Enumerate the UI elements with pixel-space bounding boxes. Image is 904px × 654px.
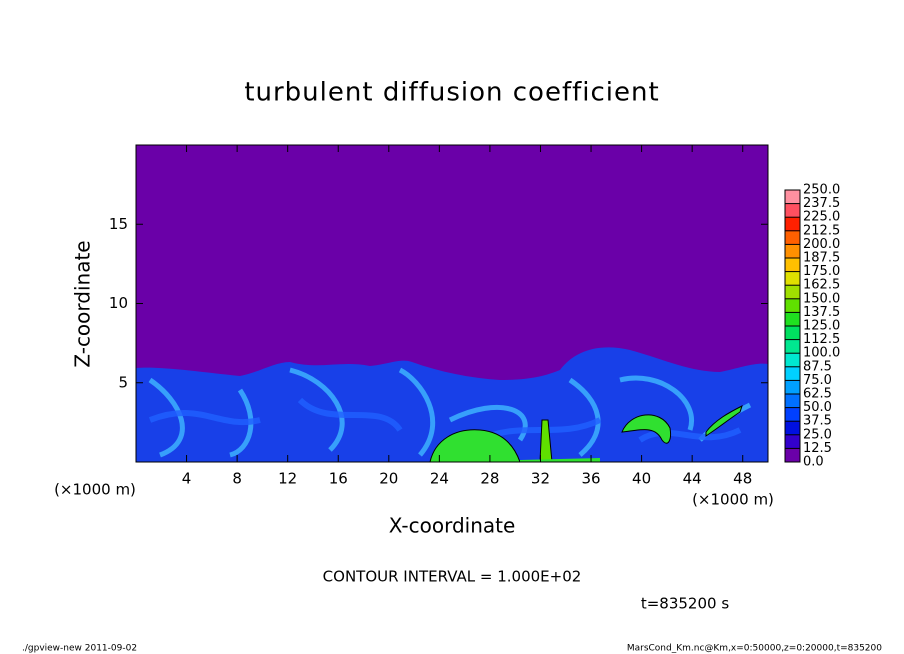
colorbar-label: 112.5 [803, 332, 840, 347]
colorbar-label: 37.5 [803, 414, 832, 429]
colorbar-label: 162.5 [803, 278, 840, 293]
colorbar-bin [785, 244, 800, 258]
colorbar-label: 150.0 [803, 291, 840, 306]
x-tick-label: 4 [182, 470, 192, 488]
x-axis-label: X-coordinate [389, 514, 516, 538]
x-tick-label: 44 [683, 470, 702, 488]
colorbar-bin [785, 407, 800, 422]
colorbar-label: 125.0 [803, 319, 840, 334]
colorbar-label: 250.0 [803, 183, 840, 198]
colorbar-bin [785, 434, 800, 449]
colorbar-label: 50.0 [803, 400, 832, 415]
colorbar-bin [785, 271, 800, 286]
colorbar-bin [785, 394, 800, 408]
colorbar-bin [785, 380, 800, 394]
x-unit-right: (×1000 m) [692, 491, 774, 509]
colorbar-bin [785, 217, 800, 231]
colorbar-bin [785, 203, 800, 218]
colorbar-bin [785, 421, 800, 435]
colorbar-label: 87.5 [803, 359, 832, 374]
colorbar-label: 200.0 [803, 237, 840, 252]
footer-left: ./gpview-new 2011-09-02 [22, 644, 137, 654]
footer-right: MarsCond_Km.nc@Km,x=0:50000,z=0:20000,t=… [627, 644, 882, 654]
colorbar-bin [785, 298, 800, 313]
x-tick-label: 36 [581, 470, 600, 488]
colorbar-bin [785, 448, 800, 462]
x-tick-label: 28 [480, 470, 499, 488]
colorbar-label: 75.0 [803, 373, 832, 388]
y-tick-label: 5 [118, 373, 128, 391]
colorbar-label: 212.5 [803, 223, 840, 238]
colorbar-bin [785, 190, 800, 204]
colorbar-bin [785, 339, 800, 354]
colorbar-label: 12.5 [803, 441, 832, 456]
chart-title: turbulent diffusion coefficient [244, 78, 659, 108]
time-note: t=835200 s [641, 595, 729, 613]
x-tick-label: 12 [278, 470, 297, 488]
x-unit-left: (×1000 m) [54, 481, 136, 499]
y-tick-label: 10 [109, 294, 128, 312]
colorbar-label: 25.0 [803, 427, 832, 442]
colorbar-bin [785, 312, 800, 326]
colorbar-bin [785, 285, 800, 299]
colorbar-label: 0.0 [803, 455, 824, 470]
colorbar-bin [785, 326, 800, 340]
colorbar-label: 137.5 [803, 305, 840, 320]
colorbar-label: 62.5 [803, 387, 832, 402]
contour-note: CONTOUR INTERVAL = 1.000E+02 [323, 568, 582, 586]
colorbar-bin [785, 353, 800, 367]
x-tick-label: 32 [531, 470, 550, 488]
colorbar-label: 225.0 [803, 210, 840, 225]
field-shading [136, 145, 768, 463]
y-axis-label: Z-coordinate [71, 240, 95, 367]
colorbar-bin [785, 366, 800, 381]
x-tick-label: 48 [733, 470, 752, 488]
colorbar-label: 237.5 [803, 196, 840, 211]
colorbar-label: 175.0 [803, 264, 840, 279]
colorbar-bin [785, 230, 800, 245]
colorbar-label: 100.0 [803, 346, 840, 361]
x-tick-label: 16 [329, 470, 348, 488]
y-tick-label: 15 [109, 215, 128, 233]
x-tick-label: 24 [430, 470, 449, 488]
colorbar-label: 187.5 [803, 251, 840, 266]
x-tick-label: 20 [379, 470, 398, 488]
colorbar-bin [785, 258, 800, 272]
x-tick-label: 40 [632, 470, 651, 488]
x-tick-label: 8 [232, 470, 242, 488]
